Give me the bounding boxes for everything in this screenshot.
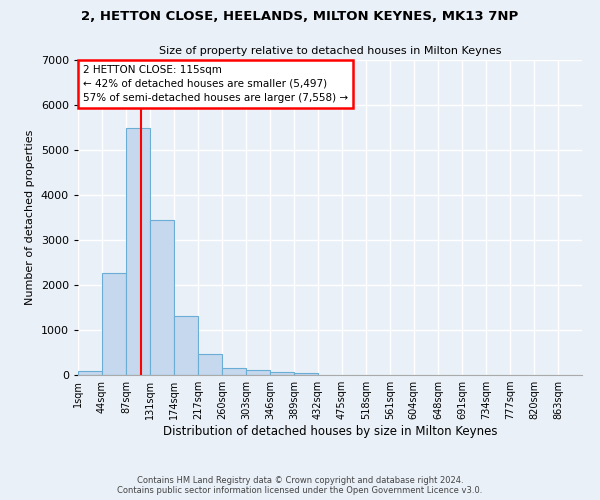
Bar	[294, 374, 318, 375]
Bar	[102, 273, 126, 375]
Y-axis label: Number of detached properties: Number of detached properties	[25, 130, 35, 305]
Bar	[270, 372, 294, 375]
Title: Size of property relative to detached houses in Milton Keynes: Size of property relative to detached ho…	[159, 46, 501, 56]
Text: Contains HM Land Registry data © Crown copyright and database right 2024.
Contai: Contains HM Land Registry data © Crown c…	[118, 476, 482, 495]
Bar	[246, 370, 270, 375]
Bar	[126, 128, 151, 375]
Bar	[175, 316, 198, 375]
X-axis label: Distribution of detached houses by size in Milton Keynes: Distribution of detached houses by size …	[163, 425, 497, 438]
Bar	[78, 372, 102, 375]
Text: 2 HETTON CLOSE: 115sqm
← 42% of detached houses are smaller (5,497)
57% of semi-: 2 HETTON CLOSE: 115sqm ← 42% of detached…	[83, 64, 348, 102]
Bar	[151, 220, 175, 375]
Bar	[222, 368, 246, 375]
Text: 2, HETTON CLOSE, HEELANDS, MILTON KEYNES, MK13 7NP: 2, HETTON CLOSE, HEELANDS, MILTON KEYNES…	[82, 10, 518, 23]
Bar	[198, 354, 222, 375]
